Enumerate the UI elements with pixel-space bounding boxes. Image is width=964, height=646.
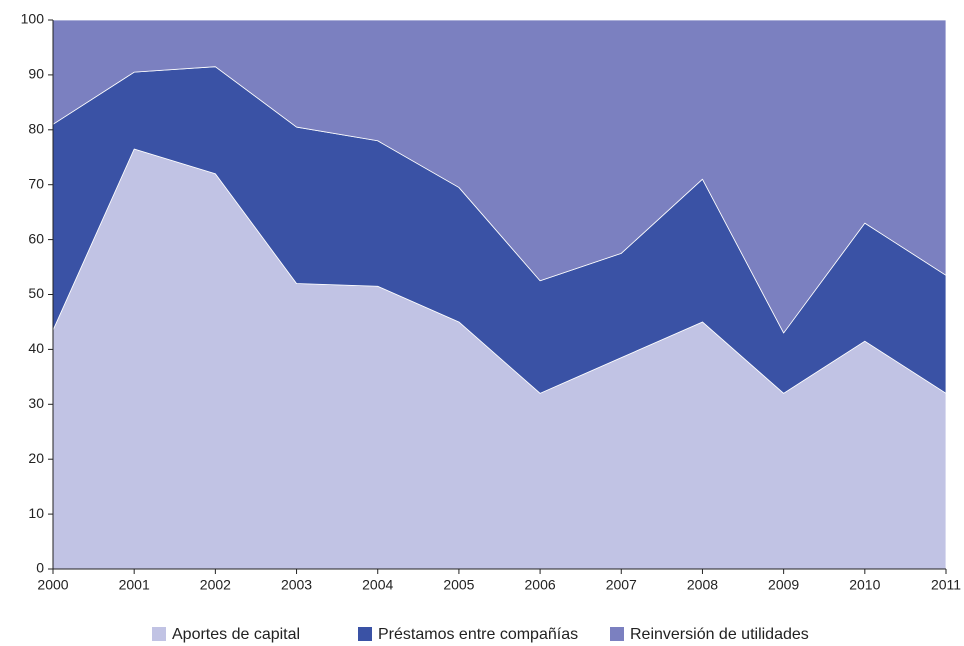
x-tick-label: 2005 [443,577,474,593]
x-tick-label: 2009 [768,577,799,593]
legend-swatch [610,627,624,641]
y-tick-label: 90 [28,66,44,82]
legend-swatch [152,627,166,641]
y-tick-label: 100 [21,11,45,27]
legend-label: Préstamos entre compañías [378,626,578,643]
y-tick-label: 80 [28,121,44,137]
y-tick-label: 10 [28,505,44,521]
area [52,19,947,334]
x-tick-label: 2008 [687,577,718,593]
y-tick-label: 50 [28,285,44,301]
x-tick-label: 2004 [362,577,393,593]
legend-label: Reinversión de utilidades [630,626,809,643]
y-tick-label: 40 [28,340,44,356]
x-tick-label: 2011 [931,577,961,593]
x-tick-label: 2007 [606,577,637,593]
y-tick-label: 30 [28,395,44,411]
x-tick-label: 2001 [119,577,150,593]
y-tick-label: 20 [28,450,44,466]
x-tick-label: 2003 [281,577,312,593]
y-tick-label: 0 [36,560,44,576]
x-tick-label: 2010 [849,577,880,593]
x-tick-label: 2002 [200,577,231,593]
x-tick-label: 2006 [525,577,556,593]
legend-swatch [358,627,372,641]
legend-label: Aportes de capital [172,626,300,643]
y-tick-label: 70 [28,175,44,191]
x-tick-label: 2000 [37,577,68,593]
y-tick-label: 60 [28,230,44,246]
